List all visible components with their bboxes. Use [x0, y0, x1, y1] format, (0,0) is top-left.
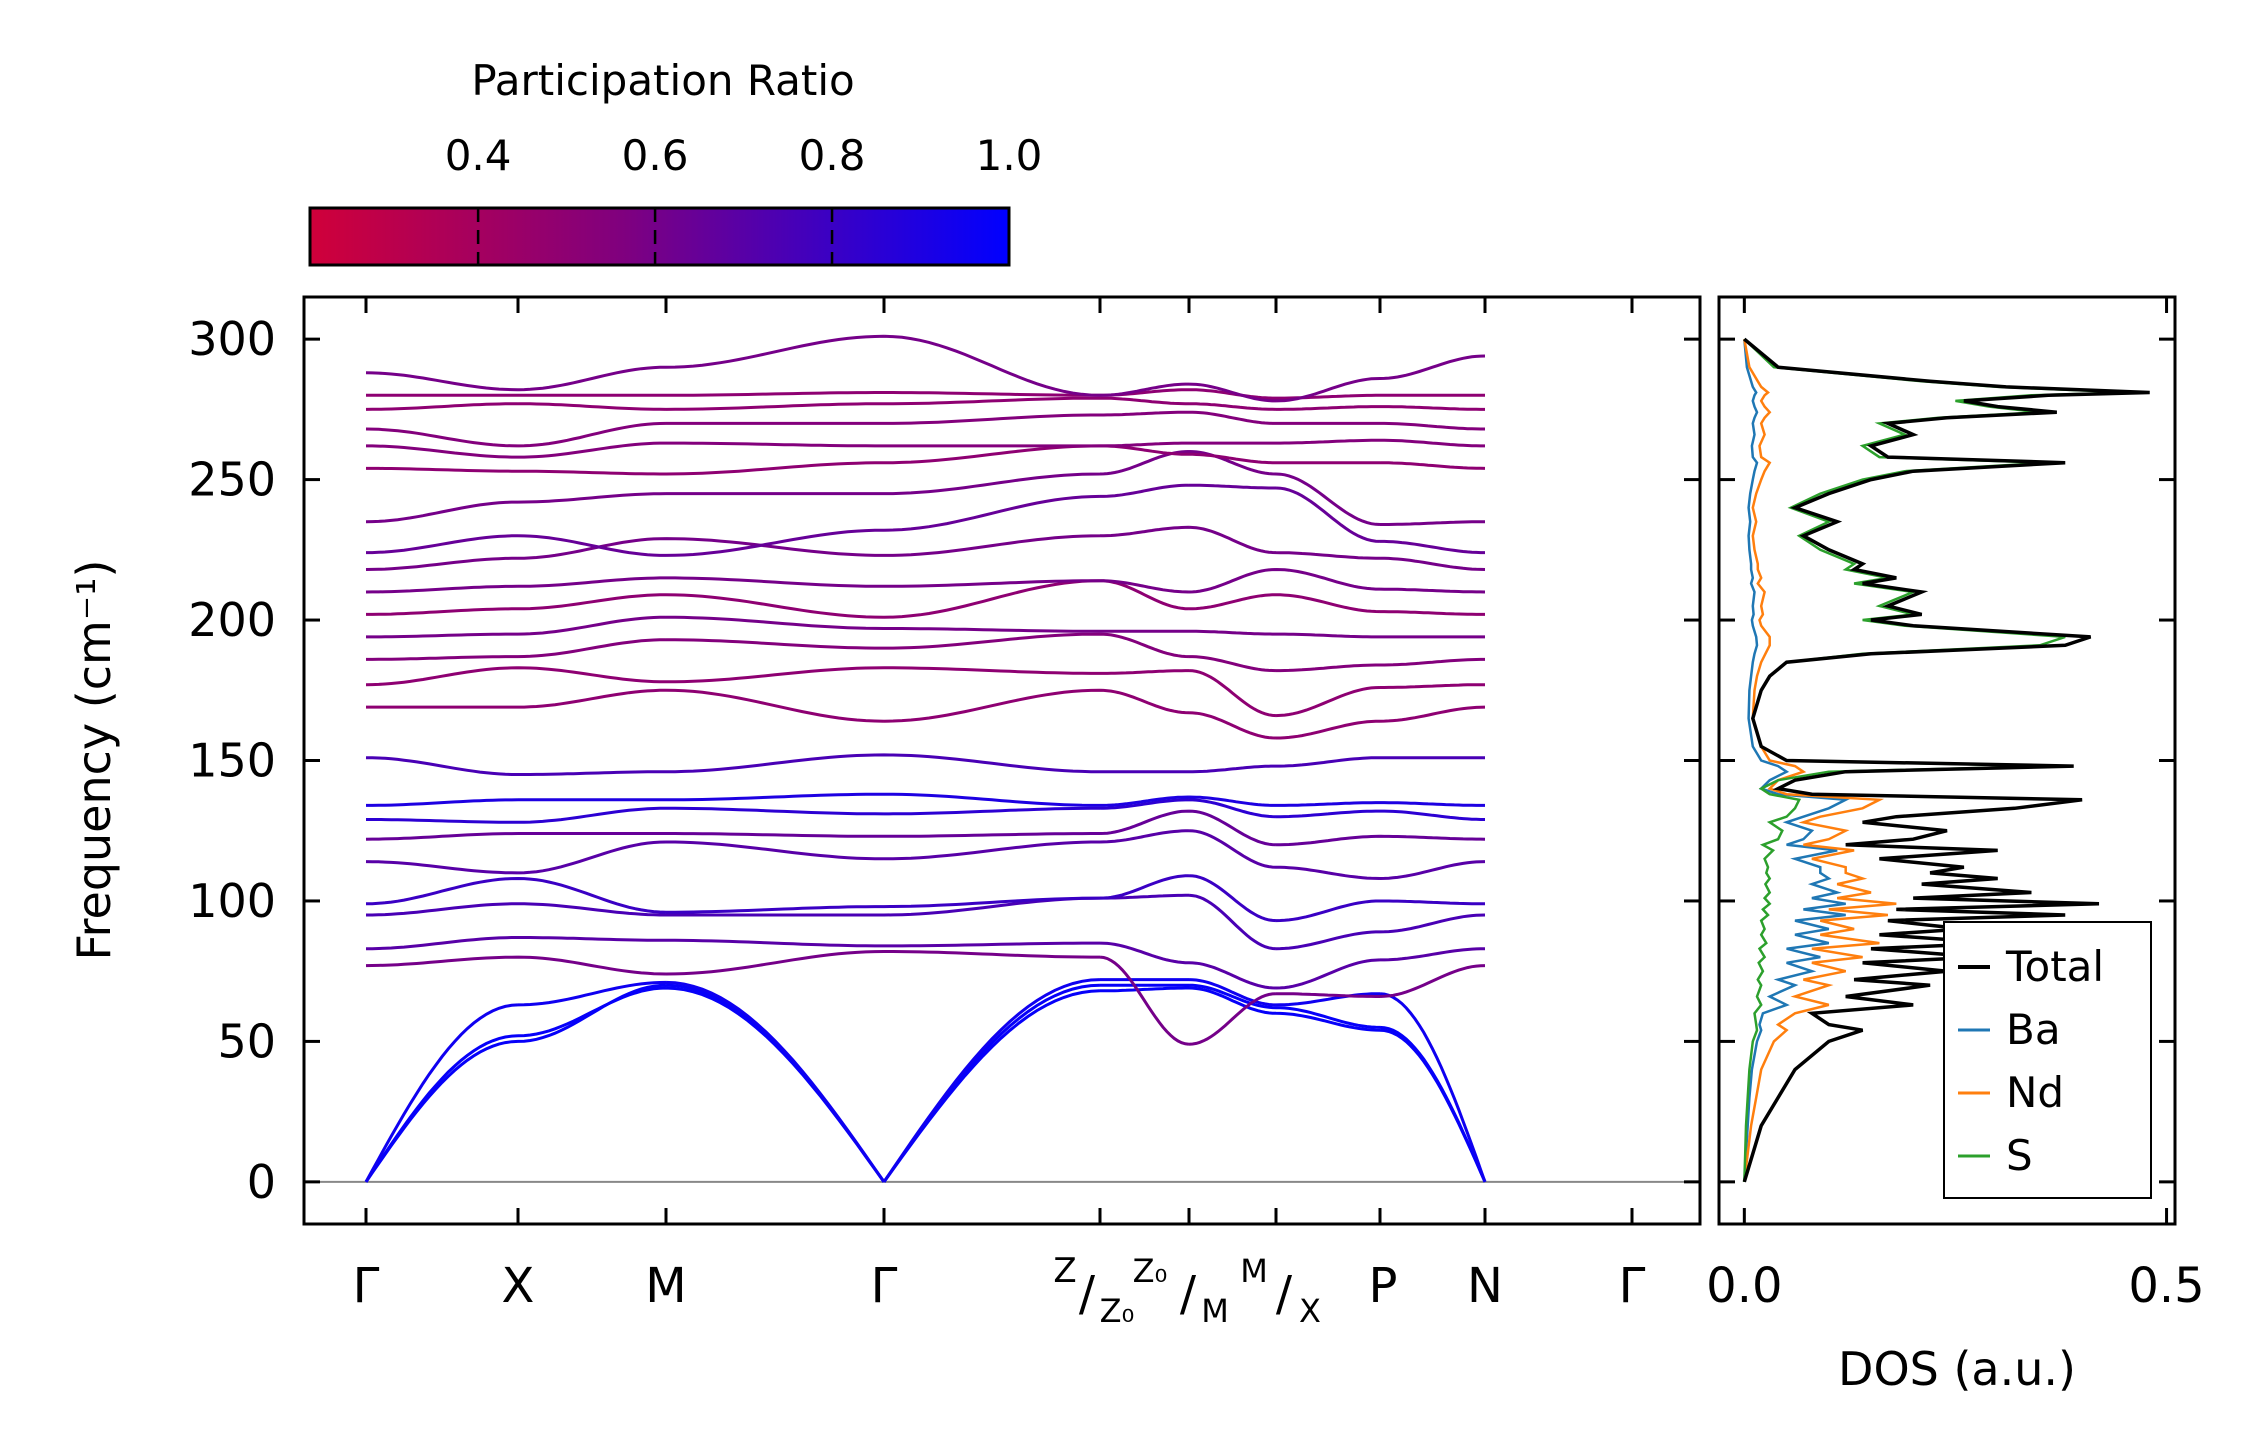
x-tick-label: Γ	[871, 1258, 898, 1314]
phonon-band	[365, 450, 1485, 526]
legend-items: Total Ba Nd S	[1958, 942, 2104, 1180]
phonon-band	[366, 615, 1485, 639]
colorbar-ticks: 0.4 0.6 0.8 1.0	[445, 131, 1043, 265]
dos-panel: 0.0 0.5 DOS (a.u.) Total Ba Nd S	[1706, 295, 2205, 1396]
phonon-band	[366, 483, 1485, 557]
phonon-band	[365, 334, 1486, 403]
x-tick-label: M	[1201, 1292, 1229, 1330]
dos-curve-ba	[1743, 338, 1851, 1182]
phonon-band	[365, 829, 1486, 880]
phonon-band	[364, 983, 1487, 1183]
legend-label-total: Total	[2005, 942, 2104, 991]
x-tick-label: Γ	[353, 1258, 380, 1314]
x-tick-label: P	[1369, 1258, 1398, 1314]
y-tick-label: 50	[217, 1014, 276, 1068]
colorbar-tick-label: 0.8	[799, 131, 866, 180]
dos-axes: 0.0 0.5	[1706, 297, 2205, 1314]
dos-x-tick-label: 0.5	[2128, 1258, 2204, 1314]
phonon-band	[366, 444, 1486, 476]
phonon-band	[365, 666, 1485, 718]
phonon-band	[365, 874, 1485, 923]
phonon-band	[366, 893, 1486, 951]
y-tick-label: 150	[188, 734, 276, 788]
phonon-band	[366, 632, 1485, 673]
colorbar-label: Participation Ratio	[471, 56, 854, 105]
phonon-band	[365, 568, 1486, 594]
x-tick-label: /	[1079, 1266, 1096, 1322]
x-tick-label: M	[645, 1258, 686, 1314]
colorbar-tick-label: 0.4	[445, 131, 512, 180]
phonon-bands	[364, 334, 1487, 1183]
dos-x-axis-label: DOS (a.u.)	[1838, 1342, 2076, 1396]
colorbar-gradient	[308, 206, 1011, 267]
band-plot-frame	[302, 295, 1702, 1226]
x-tick-label: N	[1467, 1258, 1503, 1314]
band-y-axis: 0 50 100 150 200 250 300	[188, 312, 1700, 1209]
phonon-band	[364, 986, 1487, 1183]
dos-x-tick-label: 0.0	[1706, 1258, 1782, 1314]
y-tick-label: 0	[247, 1155, 276, 1209]
dos-curve-total	[1742, 337, 2150, 1183]
dos-curves	[1742, 337, 2150, 1183]
x-tick-label: /	[1180, 1266, 1197, 1322]
y-tick-label: 200	[188, 593, 276, 647]
phonon-band	[366, 688, 1486, 740]
x-tick-label: Z₀	[1133, 1252, 1168, 1290]
y-axis-label: Frequency (cm⁻¹)	[67, 560, 121, 961]
x-tick-label: Γ	[1619, 1258, 1646, 1314]
colorbar: Participation Ratio 0.4 0.6 0.8 1.0	[308, 56, 1043, 267]
y-tick-label: 100	[188, 874, 276, 928]
phonon-band	[365, 525, 1486, 571]
phonon-band	[366, 792, 1485, 807]
dos-curve-nd	[1743, 338, 1897, 1183]
x-tick-label: /	[1276, 1266, 1293, 1322]
phonon-band	[365, 396, 1485, 411]
phonon-band	[365, 809, 1486, 847]
x-tick-label: Z	[1053, 1251, 1076, 1291]
x-tick-label: Z₀	[1100, 1292, 1135, 1330]
phonon-band	[364, 978, 1487, 1183]
y-tick-label: 250	[188, 453, 276, 507]
legend-label-s: S	[2006, 1131, 2033, 1180]
phonon-band	[365, 753, 1485, 776]
phonon-band	[366, 579, 1485, 619]
x-tick-label: X	[1299, 1292, 1321, 1330]
x-tick-label: X	[502, 1258, 535, 1314]
x-tick-label: M	[1240, 1252, 1268, 1290]
legend-label-ba: Ba	[2006, 1005, 2061, 1054]
phonon-band	[366, 438, 1485, 459]
phonon-band	[366, 936, 1486, 990]
phonon-band	[365, 950, 1486, 1046]
y-tick-label: 300	[188, 312, 276, 366]
legend-label-nd: Nd	[2006, 1068, 2064, 1117]
phonon-band	[365, 410, 1485, 448]
colorbar-tick-label: 1.0	[976, 131, 1043, 180]
phonon-band	[366, 798, 1485, 824]
dos-legend: Total Ba Nd S	[1943, 921, 2152, 1199]
colorbar-tick-label: 0.6	[622, 131, 689, 180]
